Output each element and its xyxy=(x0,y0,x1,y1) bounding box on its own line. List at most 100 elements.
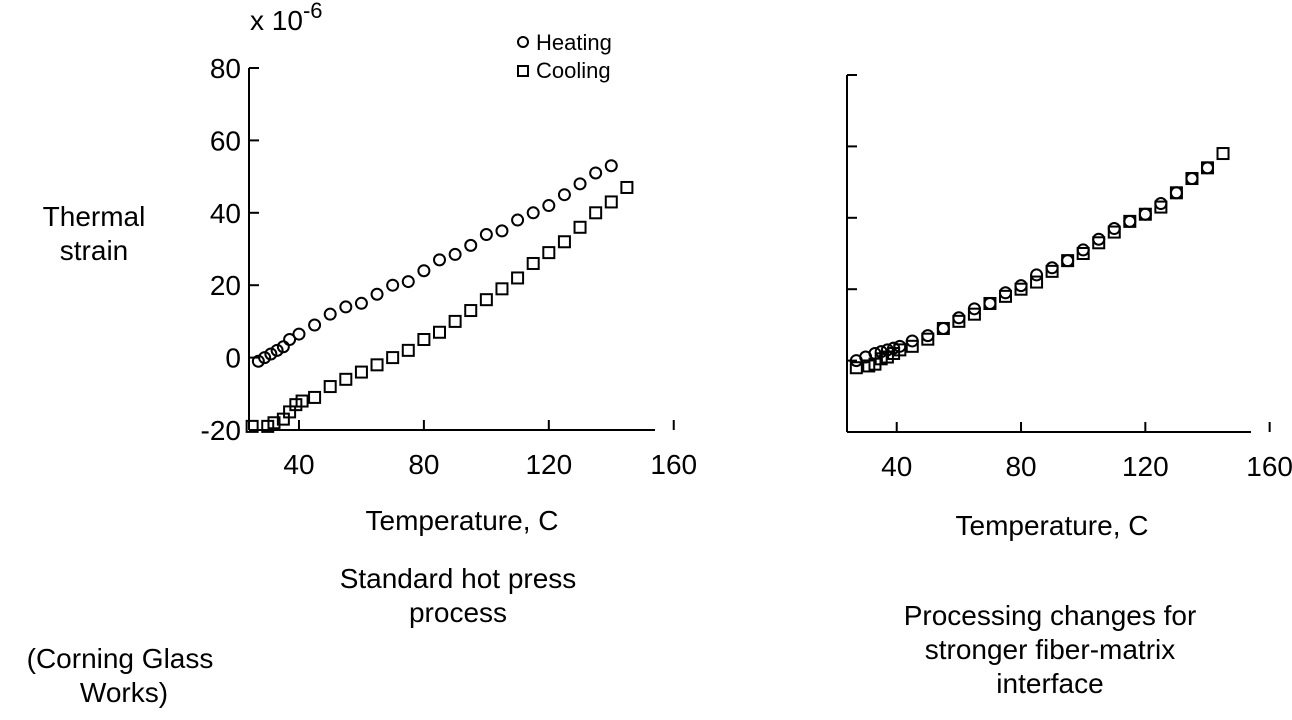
right-cooling-point xyxy=(1107,225,1121,239)
left-heating-point xyxy=(542,199,556,213)
right-chart: 40 80 120 160 Temperature, C Processing cha… xyxy=(846,74,1292,699)
left-y-tick-label: 60 xyxy=(210,125,241,156)
legend-cooling-marker xyxy=(517,65,529,77)
left-caption-line2: process xyxy=(409,597,507,628)
left-heating-point xyxy=(323,307,337,321)
left-heating-point xyxy=(495,224,509,238)
left-heating-point xyxy=(251,354,265,368)
right-heating-point xyxy=(1107,222,1121,236)
left-x-tick-label: 80 xyxy=(408,449,439,480)
left-cooling-point xyxy=(495,282,509,296)
left-heating-point xyxy=(386,278,400,292)
right-heating-point xyxy=(1061,254,1075,268)
left-cooling-point xyxy=(604,195,618,209)
left-cooling-point xyxy=(573,220,587,234)
left-cooling-point xyxy=(308,390,322,404)
right-cooling-point xyxy=(952,314,966,328)
left-heating-point xyxy=(354,296,368,310)
right-cooling-point xyxy=(998,289,1012,303)
right-heating-point xyxy=(983,296,997,310)
right-heating-point xyxy=(1123,214,1137,228)
right-cooling-point xyxy=(1092,236,1106,250)
left-cooling-point xyxy=(245,419,259,433)
left-axes xyxy=(248,68,655,431)
left-x-tick-label: 40 xyxy=(283,449,314,480)
right-heating-point xyxy=(1076,243,1090,257)
right-heating-point xyxy=(1185,172,1199,186)
right-heating-point xyxy=(1030,268,1044,282)
left-heating-point xyxy=(604,159,618,173)
right-x-tick-label: 40 xyxy=(881,451,912,482)
left-heating-point xyxy=(308,318,322,332)
left-heating-point xyxy=(264,347,278,361)
right-cooling-point xyxy=(983,296,997,310)
left-heating-point xyxy=(433,253,447,267)
left-y-tick-label: 0 xyxy=(225,343,241,374)
right-cooling-point xyxy=(905,339,919,353)
left-y-tick-label: 20 xyxy=(210,270,241,301)
left-multiplier: x 10-6 xyxy=(250,0,323,36)
right-cooling-point xyxy=(1216,147,1230,161)
left-heating-point xyxy=(270,343,284,357)
left-cooling-point xyxy=(401,343,415,357)
left-heating-point xyxy=(557,188,571,202)
left-cooling-point xyxy=(295,394,309,408)
left-cooling-point xyxy=(526,256,540,270)
right-heating-point xyxy=(1154,197,1168,211)
left-ylabel-line1: Thermal xyxy=(43,201,146,232)
right-cooling-point xyxy=(1185,172,1199,186)
left-heating-point xyxy=(479,228,493,242)
left-ticks: -20 0 20 40 60 80 40 80 120 160 xyxy=(201,53,698,480)
left-heating-point xyxy=(417,264,431,278)
source-note-line1: (Corning Glass xyxy=(27,643,214,674)
left-heating-point xyxy=(511,213,525,227)
left-cooling-point xyxy=(464,304,478,318)
right-cooling-point xyxy=(1169,186,1183,200)
left-heating-point xyxy=(589,166,603,180)
legend-heating-marker xyxy=(517,36,529,48)
left-heating-point xyxy=(258,351,272,365)
right-cooling-point xyxy=(1123,214,1137,228)
left-heating-point xyxy=(339,300,353,314)
left-cooling-point xyxy=(479,293,493,307)
right-marks xyxy=(849,147,1230,375)
right-caption-line2: stronger fiber-matrix xyxy=(925,634,1176,665)
left-cooling-point xyxy=(370,358,384,372)
left-chart: x 10-6 Thermal strain -20 0 20 40 60 80 40 80 12… xyxy=(43,0,697,628)
legend: Heating Cooling xyxy=(517,30,612,83)
right-heating-point xyxy=(1045,261,1059,275)
left-cooling-point xyxy=(417,333,431,346)
right-cooling-point xyxy=(1014,282,1028,296)
left-heating-point xyxy=(283,333,297,346)
left-cooling-point xyxy=(267,416,281,430)
left-y-tick-label: 80 xyxy=(210,53,241,84)
left-heating-point xyxy=(370,287,384,301)
right-heating-point xyxy=(1092,232,1106,246)
right-cooling-point xyxy=(1200,161,1214,175)
right-cooling-point xyxy=(1061,254,1075,268)
right-cooling-point xyxy=(1154,200,1168,214)
left-caption-line1: Standard hot press xyxy=(340,563,577,594)
left-xlabel: Temperature, C xyxy=(366,505,559,536)
left-cooling-point xyxy=(557,235,571,249)
right-xlabel: Temperature, C xyxy=(956,510,1149,541)
right-caption-line1: Processing changes for xyxy=(904,600,1197,631)
right-heating-point xyxy=(1169,186,1183,200)
right-cooling-point xyxy=(1045,264,1059,278)
right-x-tick-label: 120 xyxy=(1122,451,1169,482)
left-cooling-point xyxy=(339,372,353,386)
legend-heating-label: Heating xyxy=(536,30,612,55)
left-y-tick-label: -20 xyxy=(201,415,241,446)
right-heating-point xyxy=(936,321,950,335)
left-heating-point xyxy=(292,327,306,341)
right-axes xyxy=(846,75,1251,433)
right-x-tick-label: 160 xyxy=(1246,451,1292,482)
right-cooling-point xyxy=(893,343,907,357)
left-cooling-point xyxy=(433,325,447,339)
right-caption-line3: interface xyxy=(996,668,1103,699)
right-cooling-point xyxy=(967,307,981,321)
left-heating-point xyxy=(401,275,415,289)
left-cooling-point xyxy=(511,271,525,285)
left-x-tick-label: 120 xyxy=(525,449,572,480)
